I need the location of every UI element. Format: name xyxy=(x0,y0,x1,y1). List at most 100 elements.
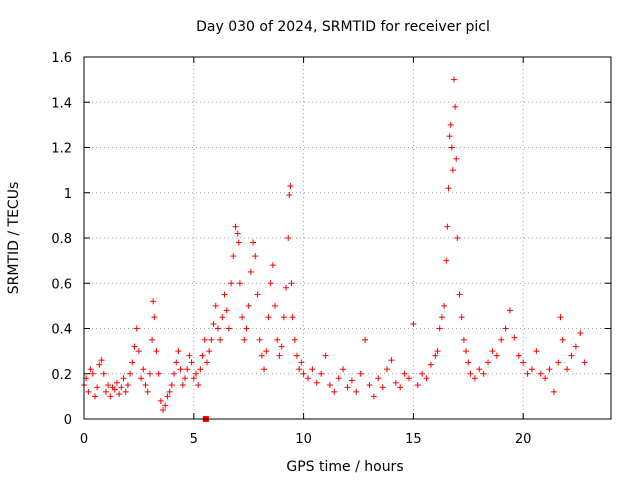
data-point xyxy=(287,182,294,189)
data-point xyxy=(366,382,373,389)
data-point xyxy=(444,223,451,230)
data-point xyxy=(410,320,417,327)
data-point xyxy=(511,334,518,341)
data-point xyxy=(458,314,465,321)
data-point xyxy=(357,370,364,377)
data-point xyxy=(153,348,160,355)
grid xyxy=(84,57,611,419)
data-point xyxy=(190,375,197,382)
data-point xyxy=(326,382,333,389)
data-point xyxy=(203,359,210,366)
data-point xyxy=(129,359,136,366)
data-point xyxy=(480,370,487,377)
data-point xyxy=(197,366,204,373)
data-point xyxy=(179,382,186,389)
data-point xyxy=(113,379,120,386)
data-point xyxy=(392,379,399,386)
data-point xyxy=(447,121,454,128)
data-point xyxy=(379,384,386,391)
data-point xyxy=(234,230,241,237)
data-point xyxy=(162,402,169,409)
data-point xyxy=(210,320,217,327)
data-point xyxy=(201,336,208,343)
data-points xyxy=(81,76,588,422)
data-point xyxy=(550,388,557,395)
data-point xyxy=(449,167,456,174)
data-point xyxy=(131,343,138,350)
data-point xyxy=(87,366,94,373)
data-point xyxy=(100,370,107,377)
data-point xyxy=(138,375,145,382)
data-point xyxy=(142,382,149,389)
data-point xyxy=(157,397,164,404)
data-point xyxy=(434,348,441,355)
data-point xyxy=(219,314,226,321)
data-point xyxy=(241,336,248,343)
data-point xyxy=(446,133,453,140)
data-point xyxy=(309,366,316,373)
data-point xyxy=(263,348,270,355)
data-point xyxy=(467,370,474,377)
data-point xyxy=(173,359,180,366)
data-point xyxy=(340,366,347,373)
data-point xyxy=(489,348,496,355)
data-point xyxy=(223,307,230,314)
data-point xyxy=(502,325,509,332)
data-point xyxy=(171,370,178,377)
data-point xyxy=(127,370,134,377)
data-point xyxy=(272,302,279,309)
data-point xyxy=(107,393,114,400)
data-point xyxy=(465,359,472,366)
data-point xyxy=(454,235,461,241)
data-point xyxy=(212,302,219,309)
data-point xyxy=(232,223,239,230)
data-point xyxy=(221,291,228,298)
data-point xyxy=(89,370,96,377)
data-point xyxy=(370,393,377,400)
x-tick-label: 0 xyxy=(80,432,88,447)
data-point xyxy=(186,352,193,359)
data-point xyxy=(471,375,478,382)
data-point xyxy=(208,336,215,343)
data-point xyxy=(362,336,369,343)
data-point xyxy=(230,253,237,260)
data-point xyxy=(98,357,105,364)
data-point xyxy=(155,370,162,377)
data-point xyxy=(528,366,535,373)
data-point xyxy=(175,348,182,355)
y-tick-label: 0.4 xyxy=(51,323,72,338)
data-point xyxy=(577,330,584,337)
y-tick-label: 0 xyxy=(64,413,72,428)
data-point xyxy=(135,348,142,355)
data-point xyxy=(348,377,355,384)
data-point xyxy=(443,257,450,264)
data-point xyxy=(236,280,243,287)
data-point xyxy=(149,336,156,343)
x-tick-label: 15 xyxy=(405,432,422,447)
data-point xyxy=(375,375,382,382)
data-point xyxy=(199,352,206,359)
data-point xyxy=(250,239,257,246)
data-point xyxy=(476,366,483,373)
data-point xyxy=(506,307,513,314)
data-point xyxy=(133,325,140,332)
data-point xyxy=(122,388,129,395)
data-point xyxy=(524,370,531,377)
data-point xyxy=(304,375,311,382)
data-point xyxy=(118,384,125,391)
data-point xyxy=(546,366,553,373)
data-point xyxy=(164,393,171,400)
data-point xyxy=(192,370,199,377)
data-point xyxy=(105,382,112,389)
data-point xyxy=(146,370,153,377)
data-point xyxy=(401,370,408,377)
data-point xyxy=(283,284,290,291)
data-point xyxy=(559,336,566,343)
y-tick-label: 0.6 xyxy=(51,277,72,292)
y-tick-label: 0.8 xyxy=(51,232,72,247)
data-point xyxy=(144,388,151,395)
data-point xyxy=(414,382,421,389)
data-point xyxy=(214,325,221,332)
data-point xyxy=(493,352,500,359)
